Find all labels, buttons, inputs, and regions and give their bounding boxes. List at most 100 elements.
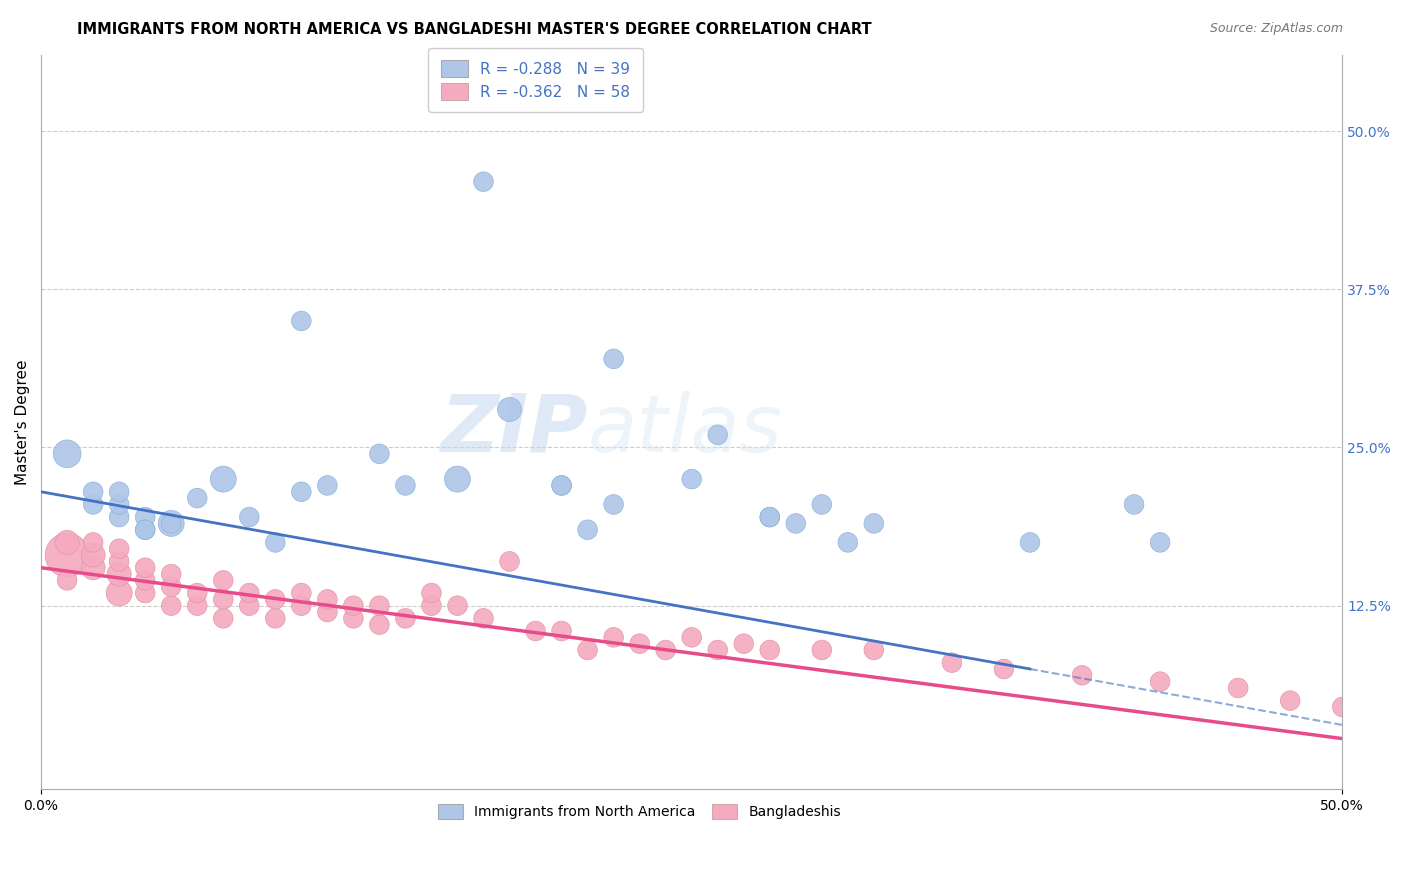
Point <box>628 637 651 651</box>
Point <box>316 478 339 492</box>
Point <box>160 599 183 613</box>
Text: IMMIGRANTS FROM NORTH AMERICA VS BANGLADESHI MASTER'S DEGREE CORRELATION CHART: IMMIGRANTS FROM NORTH AMERICA VS BANGLAD… <box>77 22 872 37</box>
Point <box>134 560 156 574</box>
Point <box>108 510 131 524</box>
Point <box>160 567 183 582</box>
Point <box>1149 674 1171 689</box>
Point <box>316 605 339 619</box>
Point <box>108 484 131 499</box>
Point <box>550 478 572 492</box>
Point <box>758 510 780 524</box>
Point <box>160 516 183 531</box>
Point <box>186 586 208 600</box>
Point <box>810 498 832 512</box>
Point <box>368 617 391 632</box>
Point <box>498 554 520 568</box>
Point <box>56 574 79 588</box>
Text: Source: ZipAtlas.com: Source: ZipAtlas.com <box>1209 22 1343 36</box>
Point <box>134 523 156 537</box>
Point <box>1123 498 1146 512</box>
Point <box>706 643 728 657</box>
Point <box>394 478 416 492</box>
Text: atlas: atlas <box>588 391 782 468</box>
Point <box>264 535 287 549</box>
Point <box>602 498 624 512</box>
Point <box>212 472 235 486</box>
Point <box>758 510 780 524</box>
Point <box>810 643 832 657</box>
Point <box>212 611 235 625</box>
Point <box>238 586 260 600</box>
Point <box>863 516 886 531</box>
Point <box>550 624 572 638</box>
Point <box>785 516 807 531</box>
Point <box>446 472 468 486</box>
Point <box>134 574 156 588</box>
Point <box>681 472 703 486</box>
Point <box>524 624 547 638</box>
Point <box>212 592 235 607</box>
Point <box>420 599 443 613</box>
Point <box>368 599 391 613</box>
Point <box>446 599 468 613</box>
Point <box>681 631 703 645</box>
Point <box>837 535 859 549</box>
Point <box>993 662 1015 676</box>
Point <box>706 427 728 442</box>
Point <box>472 175 495 189</box>
Text: ZIP: ZIP <box>440 391 588 468</box>
Point <box>290 484 312 499</box>
Point <box>420 586 443 600</box>
Point <box>758 643 780 657</box>
Point <box>212 574 235 588</box>
Point <box>1331 700 1354 714</box>
Point <box>941 656 963 670</box>
Point <box>108 586 131 600</box>
Y-axis label: Master's Degree: Master's Degree <box>15 359 30 485</box>
Point <box>56 548 79 562</box>
Point <box>82 535 104 549</box>
Point <box>56 447 79 461</box>
Point <box>1071 668 1094 682</box>
Point <box>368 447 391 461</box>
Point <box>108 567 131 582</box>
Point <box>576 523 599 537</box>
Point <box>160 580 183 594</box>
Point <box>134 523 156 537</box>
Point <box>733 637 755 651</box>
Point <box>602 631 624 645</box>
Point <box>238 599 260 613</box>
Point <box>238 510 260 524</box>
Point <box>264 611 287 625</box>
Point <box>290 314 312 328</box>
Point <box>290 586 312 600</box>
Point <box>863 643 886 657</box>
Point <box>602 351 624 366</box>
Point <box>56 535 79 549</box>
Point <box>108 541 131 556</box>
Point <box>108 554 131 568</box>
Point <box>576 643 599 657</box>
Point <box>1279 693 1302 707</box>
Point <box>134 586 156 600</box>
Point <box>472 611 495 625</box>
Point <box>82 560 104 574</box>
Point <box>550 478 572 492</box>
Point <box>134 510 156 524</box>
Point <box>1149 535 1171 549</box>
Point <box>82 484 104 499</box>
Point <box>1019 535 1042 549</box>
Point <box>394 611 416 625</box>
Point <box>498 402 520 417</box>
Point <box>316 592 339 607</box>
Point <box>290 599 312 613</box>
Point <box>108 498 131 512</box>
Point <box>342 611 364 625</box>
Point <box>186 491 208 505</box>
Point <box>342 599 364 613</box>
Point <box>654 643 676 657</box>
Legend: Immigrants from North America, Bangladeshis: Immigrants from North America, Banglades… <box>432 797 848 826</box>
Point <box>1227 681 1250 695</box>
Point <box>82 548 104 562</box>
Point <box>82 498 104 512</box>
